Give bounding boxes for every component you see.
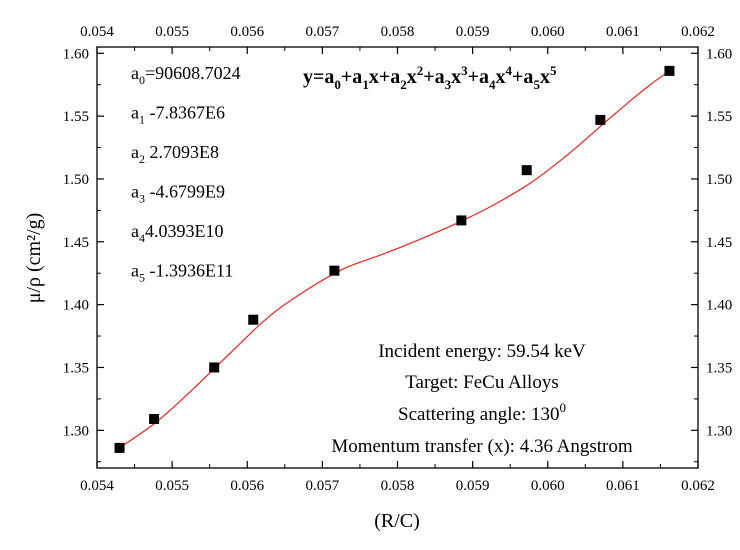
y-axis-label: μ/ρ (cm²/g) xyxy=(23,213,45,304)
x-tick-label-top: 0.061 xyxy=(606,24,640,40)
y-tick-label-right: 1.60 xyxy=(706,46,732,62)
coefficient-label: a44.0393E10 xyxy=(131,221,224,245)
y-tick-label-left: 1.55 xyxy=(63,109,89,125)
x-tick-label-top: 0.057 xyxy=(306,24,340,40)
fit-layer xyxy=(119,70,670,449)
y-tick-label-left: 1.40 xyxy=(63,298,89,314)
points-layer xyxy=(114,65,675,453)
x-tick-label-bottom: 0.060 xyxy=(531,478,565,494)
data-point xyxy=(456,215,467,226)
data-point xyxy=(209,362,220,373)
annotation-line: Momentum transfer (x): 4.36 Angstrom xyxy=(331,436,633,457)
data-point xyxy=(329,265,340,276)
y-tick-label-right: 1.35 xyxy=(706,360,732,376)
x-tick-label-bottom: 0.055 xyxy=(155,478,189,494)
y-tick-label-right: 1.55 xyxy=(706,109,732,125)
data-point xyxy=(521,165,532,176)
fit-equation: y=a0+a1x+a2x2+a3x3+a4x4+a5x5 xyxy=(303,63,557,92)
data-point xyxy=(664,65,675,76)
coefficient-label: a2 2.7093E8 xyxy=(131,142,219,166)
data-point xyxy=(248,314,259,325)
text-layer: a0=90608.7024 a1 -7.8367E6 a2 2.7093E8 a3 -… xyxy=(131,63,633,457)
x-tick-label-top: 0.059 xyxy=(456,24,490,40)
x-tick-label-top: 0.062 xyxy=(681,24,715,40)
x-tick-label-top: 0.056 xyxy=(230,24,264,40)
y-tick-label-left: 1.30 xyxy=(63,423,89,439)
fit-curve xyxy=(119,70,670,449)
x-tick-label-top: 0.055 xyxy=(155,24,189,40)
tick-layer: 0.054 0.054 0.055 0.055 0.056 0.056 0.057 0.057… xyxy=(63,24,733,494)
x-tick-label-bottom: 0.059 xyxy=(456,478,490,494)
y-tick-label-left: 1.50 xyxy=(63,172,89,188)
data-point xyxy=(595,114,606,125)
x-tick-label-bottom: 0.056 xyxy=(230,478,264,494)
y-tick-label-right: 1.40 xyxy=(706,298,732,314)
x-axis-label: (R/C) xyxy=(374,510,420,532)
annotation-line: Incident energy: 59.54 keV xyxy=(378,341,586,362)
y-tick-label-right: 1.30 xyxy=(706,423,732,439)
y-tick-label-left: 1.45 xyxy=(63,235,89,251)
data-point xyxy=(114,442,125,453)
y-tick-label-right: 1.50 xyxy=(706,172,732,188)
x-tick-label-top: 0.060 xyxy=(531,24,565,40)
y-tick-label-left: 1.60 xyxy=(63,46,89,62)
coefficient-label: a0=90608.7024 xyxy=(131,63,241,87)
x-tick-label-bottom: 0.061 xyxy=(606,478,640,494)
coefficient-label: a1 -7.8367E6 xyxy=(131,103,225,127)
y-tick-label-left: 1.35 xyxy=(63,360,89,376)
x-tick-label-bottom: 0.054 xyxy=(80,478,114,494)
coefficient-label: a5 -1.3936E11 xyxy=(131,261,233,285)
annotation-line: Scattering angle: 1300 xyxy=(398,400,566,425)
x-tick-label-top: 0.054 xyxy=(80,24,114,40)
y-tick-label-right: 1.45 xyxy=(706,235,732,251)
x-tick-label-bottom: 0.057 xyxy=(306,478,340,494)
coefficient-label: a3 -4.6799E9 xyxy=(131,182,225,206)
x-tick-label-bottom: 0.062 xyxy=(681,478,715,494)
data-point xyxy=(149,413,160,424)
annotation-line: Target: FeCu Alloys xyxy=(405,372,558,393)
x-tick-label-top: 0.058 xyxy=(381,24,415,40)
x-tick-label-bottom: 0.058 xyxy=(381,478,415,494)
